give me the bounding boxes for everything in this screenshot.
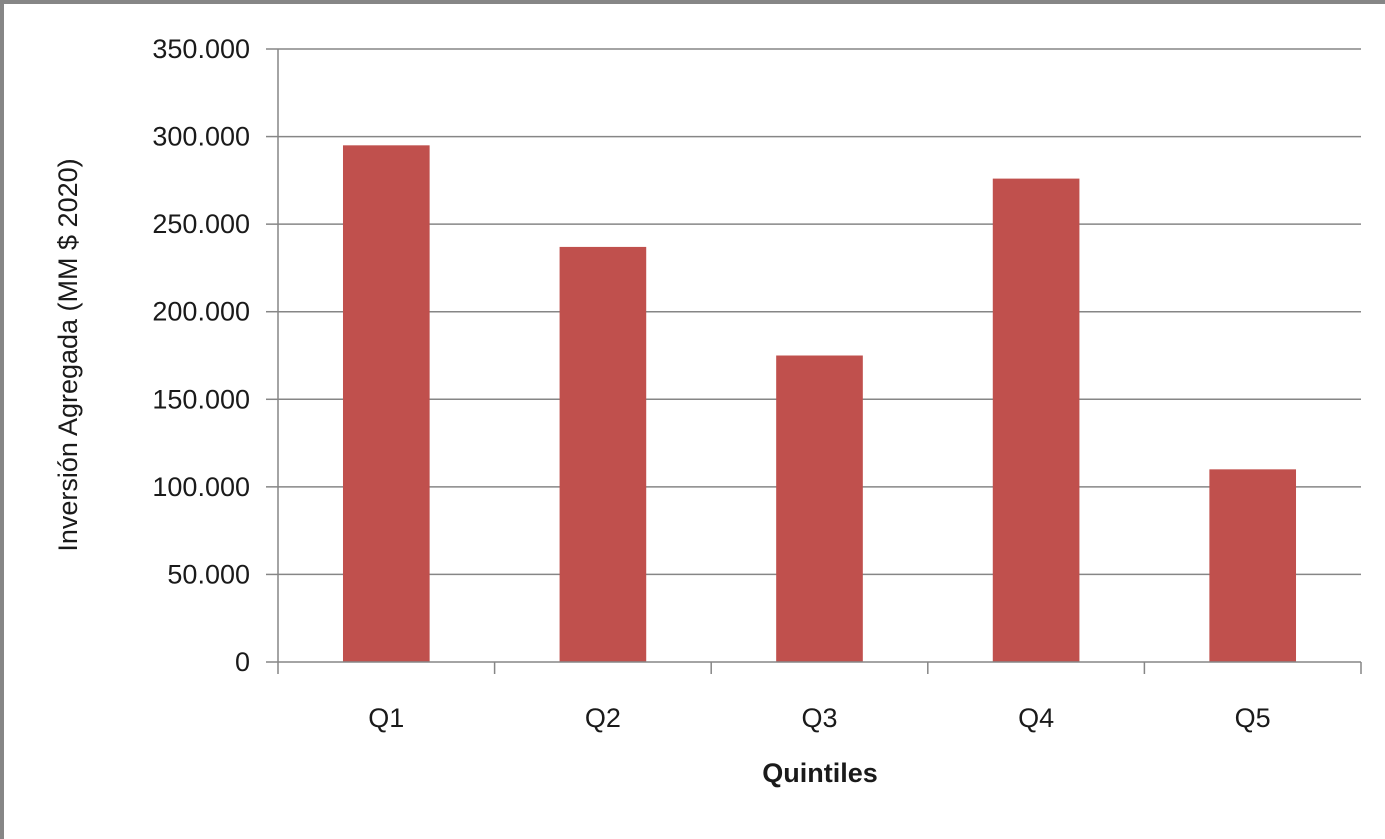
y-axis-title: Inversión Agregada (MM $ 2020) xyxy=(53,158,83,551)
x-axis-title: Quintiles xyxy=(762,758,878,788)
x-axis-ticks: Q1 Q2 Q3 Q4 Q5 xyxy=(368,703,1270,733)
x-tick-label: Q3 xyxy=(801,703,837,733)
x-tick-label: Q5 xyxy=(1235,703,1271,733)
y-tick-label: 200.000 xyxy=(152,297,250,327)
y-tick-label: 150.000 xyxy=(152,384,250,414)
y-tick-label: 100.000 xyxy=(152,472,250,502)
y-tick-label: 300.000 xyxy=(152,122,250,152)
y-tick-label: 350.000 xyxy=(152,34,250,64)
y-tick-label: 50.000 xyxy=(167,559,250,589)
bar-q3 xyxy=(776,355,863,662)
y-tick-label: 250.000 xyxy=(152,209,250,239)
x-tick-label: Q1 xyxy=(368,703,404,733)
bar-q2 xyxy=(559,246,647,662)
bar-q4 xyxy=(992,178,1080,662)
x-axis xyxy=(277,661,1362,674)
bar-q1 xyxy=(342,145,430,663)
y-axis-ticks: 0 50.000 100.000 150.000 200.000 250.000 300.0… xyxy=(152,34,278,677)
x-tick-label: Q2 xyxy=(585,703,621,733)
x-tick-label: Q4 xyxy=(1018,703,1054,733)
bars xyxy=(342,145,1297,663)
y-tick-label: 0 xyxy=(235,647,250,677)
bar-q5 xyxy=(1209,469,1297,662)
